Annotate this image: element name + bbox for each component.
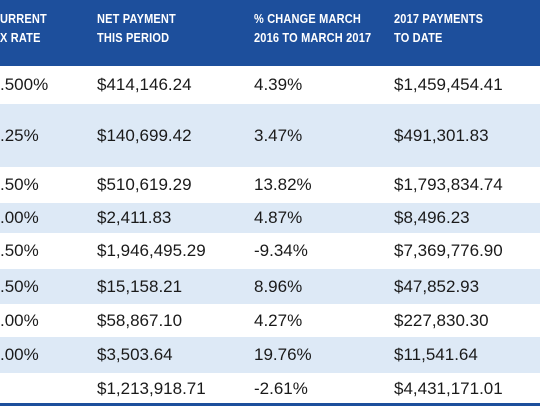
table-bottom-border — [0, 403, 540, 406]
cell-percent-change: 3.47% — [254, 125, 303, 145]
cell-percent-change: 4.27% — [254, 310, 303, 330]
cell-net-payment: $510,619.29 — [97, 175, 192, 194]
cell-tax-rate: .50% — [0, 276, 39, 296]
cell-percent-change: 4.39% — [254, 75, 303, 94]
table-row: .00% $58,867.10 4.27% $227,830.30 — [0, 304, 540, 337]
cell-tax-rate: .25% — [0, 125, 39, 145]
cell-net-payment: $1,213,918.71 — [97, 379, 206, 398]
table-row: .500% $414,146.24 4.39% $1,459,454.41 — [0, 66, 540, 104]
table-row: .00% $2,411.83 4.87% $8,496.23 — [0, 203, 540, 233]
cell-ytd-payments: $47,852.93 — [394, 276, 480, 296]
cell-net-payment: $2,411.83 — [97, 208, 172, 227]
cell-tax-rate: .50% — [0, 175, 39, 194]
table-body: .500% $414,146.24 4.39% $1,459,454.41 .2… — [0, 66, 540, 404]
cell-net-payment: $58,867.10 — [97, 310, 183, 330]
header-net-payment: NET PAYMENT THIS PERIOD — [97, 10, 176, 48]
cell-percent-change: 4.87% — [254, 208, 303, 227]
cell-ytd-payments: $1,793,834.74 — [394, 175, 503, 194]
table-row: .00% $3,503.64 19.76% $11,541.64 — [0, 337, 540, 373]
cell-net-payment: $414,146.24 — [97, 75, 192, 94]
cell-tax-rate: .00% — [0, 345, 39, 364]
cell-net-payment: $1,946,495.29 — [97, 241, 206, 260]
header-net-payment-line1: NET PAYMENT — [97, 12, 176, 26]
cell-tax-rate: .500% — [0, 75, 49, 94]
cell-tax-rate: .00% — [0, 310, 39, 330]
table-row-total: $1,213,918.71 -2.61% $4,431,171.01 — [0, 373, 540, 404]
table-row: .25% $140,699.42 3.47% $491,301.83 — [0, 104, 540, 167]
cell-ytd-payments: $7,369,776.90 — [394, 241, 503, 260]
cell-tax-rate: .50% — [0, 241, 39, 260]
cell-percent-change: -2.61% — [254, 379, 308, 398]
header-tax-rate-line1: URRENT — [0, 12, 47, 26]
table-row: .50% $15,158.21 8.96% $47,852.93 — [0, 269, 540, 304]
cell-net-payment: $15,158.21 — [97, 276, 183, 296]
cell-net-payment: $140,699.42 — [97, 125, 192, 145]
table-row: .50% $510,619.29 13.82% $1,793,834.74 — [0, 167, 540, 203]
header-net-payment-line2: THIS PERIOD — [97, 31, 170, 45]
cell-percent-change: 19.76% — [254, 345, 312, 364]
cell-net-payment: $3,503.64 — [97, 345, 173, 364]
cell-ytd-payments: $1,459,454.41 — [394, 75, 503, 94]
cell-ytd-payments: $8,496.23 — [394, 208, 470, 227]
cell-percent-change: 8.96% — [254, 276, 303, 296]
header-ytd-payments: 2017 PAYMENTS TO DATE — [394, 10, 483, 48]
cell-percent-change: 13.82% — [254, 175, 312, 194]
header-ytd-payments-line2: TO DATE — [394, 31, 443, 45]
cell-ytd-payments: $227,830.30 — [394, 310, 489, 330]
table-row: .50% $1,946,495.29 -9.34% $7,369,776.90 — [0, 233, 540, 269]
table-header: URRENT X RATE NET PAYMENT THIS PERIOD % … — [0, 0, 540, 66]
header-percent-change: % CHANGE MARCH 2016 TO MARCH 2017 — [254, 10, 371, 48]
header-tax-rate-line2: X RATE — [0, 31, 41, 45]
cell-percent-change: -9.34% — [254, 241, 308, 260]
cell-tax-rate: .00% — [0, 208, 39, 227]
cell-ytd-payments: $4,431,171.01 — [394, 379, 503, 398]
header-tax-rate: URRENT X RATE — [0, 10, 47, 48]
header-percent-change-line1: % CHANGE MARCH — [254, 12, 361, 26]
cell-ytd-payments: $491,301.83 — [394, 125, 489, 145]
cell-ytd-payments: $11,541.64 — [394, 345, 478, 364]
header-percent-change-line2: 2016 TO MARCH 2017 — [254, 31, 372, 45]
header-ytd-payments-line1: 2017 PAYMENTS — [394, 12, 484, 26]
